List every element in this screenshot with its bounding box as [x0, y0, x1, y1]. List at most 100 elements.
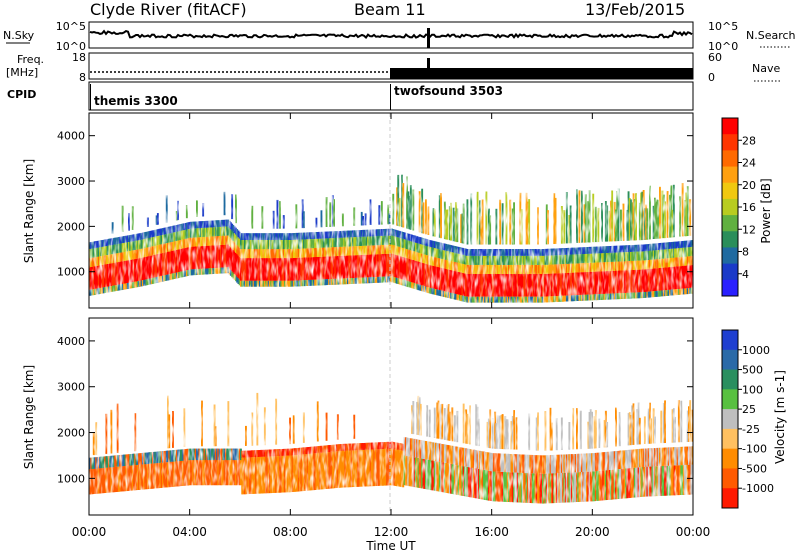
- power-cell-1704: [496, 264, 499, 274]
- velocity-cell-1080: [691, 409, 693, 442]
- power-cell-2552: [690, 265, 693, 288]
- power-cell-889: [305, 280, 308, 286]
- power-cell-626: [242, 258, 245, 281]
- power-cell-1539: [457, 294, 460, 301]
- velocity-cell-706: [495, 423, 498, 449]
- power-cell-718: [265, 258, 268, 281]
- power-cell-1433: [433, 209, 436, 237]
- power-cell-1913: [545, 248, 548, 256]
- power-cell-866: [300, 232, 303, 240]
- velocity-cell-5: [91, 457, 94, 469]
- station-title: Clyde River (fitACF): [90, 0, 247, 19]
- power-cell-368: [178, 224, 181, 232]
- velocity-cell-643: [464, 466, 466, 497]
- power-cell-1140: [365, 277, 368, 284]
- power-cell-886: [305, 248, 308, 258]
- power-cell-759: [275, 258, 278, 281]
- power-cell-181: [133, 241, 135, 251]
- power-cell-157: [128, 260, 130, 283]
- power-colorbar-swatch-9: [722, 263, 738, 281]
- power-cell-1799: [519, 274, 522, 297]
- power-cell-1918: [547, 255, 549, 265]
- velocity-cell-92: [143, 464, 145, 490]
- power-cell-1492: [447, 244, 450, 252]
- power-cell-1751: [508, 274, 510, 297]
- power-cell-2484: [674, 241, 676, 249]
- velocity-cell-971: [636, 449, 639, 468]
- power-cell-2335: [641, 292, 644, 299]
- power-cell-1511: [452, 270, 455, 294]
- power-cell-2067: [582, 272, 585, 295]
- velocity-cell-412: [333, 451, 335, 489]
- power-cell-1543: [459, 247, 461, 254]
- power-cell-1447: [437, 242, 440, 249]
- power-cell-1567: [464, 296, 466, 302]
- power-cell-1969: [559, 273, 562, 296]
- power-cell-416: [190, 246, 193, 270]
- power-cell-1744: [505, 296, 508, 303]
- power-cell-1896: [542, 264, 544, 274]
- power-cell-406: [188, 247, 191, 270]
- power-cell-2490: [675, 289, 678, 296]
- power-cell-754: [274, 258, 276, 281]
- velocity-cell-984: [642, 448, 645, 467]
- velocity-y-tick-label-2: 3000: [57, 381, 85, 394]
- power-cell-2471: [671, 248, 674, 258]
- power-cell-861: [299, 232, 301, 240]
- velocity-cell-434: [345, 443, 348, 451]
- power-cell-1636: [480, 296, 483, 303]
- velocity-cell-45: [114, 455, 117, 467]
- velocity-cell-843: [568, 422, 571, 450]
- velocity-cell-134: [168, 450, 171, 462]
- velocity-cell-377: [311, 446, 314, 454]
- nsky-series-line: [89, 29, 693, 39]
- power-cell-568: [227, 267, 230, 274]
- power-cell-509: [213, 236, 216, 246]
- power-cell-2513: [681, 256, 684, 266]
- velocity-cell-258: [242, 457, 245, 495]
- velocity-cell-12: [95, 457, 98, 469]
- velocity-cell-967: [633, 449, 636, 468]
- velocity-cell-75: [133, 465, 135, 491]
- velocity-cell-381: [314, 446, 317, 454]
- power-cell-552: [223, 267, 226, 274]
- power-cell-2372: [650, 268, 653, 292]
- velocity-cell-64: [125, 454, 128, 466]
- velocity-cell-465: [364, 442, 367, 450]
- velocity-cell-114: [156, 463, 159, 489]
- power-cell-843: [295, 248, 298, 258]
- power-cell-1786: [515, 255, 518, 265]
- velocity-cell-750: [515, 417, 518, 450]
- velocity-cell-468: [367, 449, 369, 487]
- power-cell-1110: [359, 236, 362, 246]
- power-cell-1693: [494, 264, 497, 274]
- velocity-cell-170: [189, 460, 192, 486]
- velocity-cell-612: [447, 445, 450, 464]
- power-cell-2486: [675, 266, 678, 290]
- power-cell-683: [256, 249, 259, 259]
- power-cell-1213: [383, 276, 386, 283]
- power-cell-414: [189, 221, 192, 229]
- velocity-cell-100: [148, 463, 150, 489]
- time-x-axis-label: Time UT: [365, 539, 416, 553]
- power-cell-1367: [418, 191, 421, 233]
- power-cell-2327: [640, 251, 643, 261]
- velocity-cell-112: [155, 463, 158, 489]
- velocity-cell-628: [455, 446, 458, 465]
- power-cell-1017: [336, 246, 339, 256]
- power-cell-190: [135, 249, 138, 259]
- power-cell-430: [193, 269, 196, 276]
- velocity-cell-569: [426, 441, 429, 460]
- velocity-cell-439: [349, 450, 352, 488]
- power-cell-2203: [612, 245, 615, 253]
- power-cell-2183: [608, 261, 611, 271]
- velocity-cell-615: [448, 445, 451, 464]
- power-cell-888: [305, 232, 308, 240]
- power-cell-576: [229, 229, 232, 239]
- velocity-cell-683: [485, 470, 488, 501]
- velocity-cell-513: [394, 442, 397, 450]
- velocity-cell-463: [363, 443, 366, 450]
- velocity-cell-634: [459, 465, 461, 496]
- power-cell-1893: [540, 249, 543, 256]
- power-cell-1489: [447, 269, 450, 293]
